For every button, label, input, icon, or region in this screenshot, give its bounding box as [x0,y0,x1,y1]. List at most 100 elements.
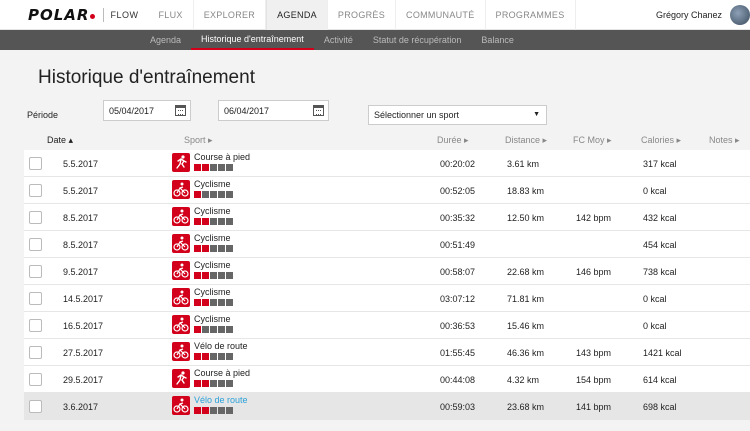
row-sport-link[interactable]: Course à pied [194,368,251,378]
row-sport-link[interactable]: Vélo de route [194,395,248,405]
row-calories: 0 kcal [643,321,667,331]
row-distance: 22.68 km [507,267,545,277]
row-checkbox[interactable] [29,346,42,359]
row-hr: 143 bpm [576,348,612,358]
col-date-header[interactable]: Date ▴ [47,135,74,145]
zone-block [202,245,209,252]
subnav-item-4[interactable]: Balance [481,35,514,45]
flow-brand[interactable]: FLOW [110,9,139,20]
row-calories: 738 kcal [643,267,677,277]
avatar[interactable] [730,5,750,25]
zone-block [218,326,225,333]
row-sport-link[interactable]: Cyclisme [194,179,231,189]
row-calories: 0 kcal [643,294,667,304]
col-notes-header[interactable]: Notes ▸ [709,135,740,145]
heart-rate-zones [194,326,233,333]
heart-rate-zones [194,353,233,360]
row-sport-link[interactable]: Cyclisme [194,260,231,270]
nav-item-flux[interactable]: FLUX [148,0,194,30]
heart-rate-zones [194,299,233,306]
subnav-item-3[interactable]: Statut de récupération [372,35,462,45]
row-sport-link[interactable]: Vélo de route [194,341,248,351]
training-table: 5.5.2017 Course à pied 00:20:02 3.61 km 317 … [24,150,750,420]
row-duration: 00:52:05 [440,186,476,196]
subnav-item-2[interactable]: Activité [323,35,353,45]
row-checkbox[interactable] [29,319,42,332]
row-sport-link[interactable]: Cyclisme [194,206,231,216]
table-row[interactable]: 5.5.2017 Course à pied 00:20:02 3.61 km 317 … [24,150,750,177]
zone-block [218,218,225,225]
zone-block [218,353,225,360]
nav-item-programmes[interactable]: PROGRAMMES [486,0,576,30]
zone-block [202,407,209,414]
top-nav-bar: POLAR FLOW FLUX EXPLORER AGENDA PROGRÈS COMM… [0,0,750,30]
zone-block [218,164,225,171]
table-row[interactable]: 5.5.2017 Cyclisme 00:52:05 18.83 km 0 kcal [24,177,750,204]
row-sport-link[interactable]: Cyclisme [194,233,231,243]
cycling-icon [172,342,190,361]
table-row[interactable]: 8.5.2017 Cyclisme 00:35:32 12.50 km 142 bpm 4… [24,204,750,231]
row-checkbox[interactable] [29,373,42,386]
row-checkbox[interactable] [29,292,42,305]
table-row[interactable]: 27.5.2017 Vélo de route 01:55:45 46.36 km 14… [24,339,750,366]
row-checkbox[interactable] [29,265,42,278]
row-checkbox[interactable] [29,400,42,413]
subnav-item-1[interactable]: Historique d'entraînement [191,30,314,50]
heart-rate-zones [194,191,233,198]
nav-item-agenda[interactable]: AGENDA [266,0,328,30]
page-title: Historique d'entraînement [38,67,255,88]
calendar-icon[interactable] [313,105,324,116]
table-row[interactable]: 9.5.2017 Cyclisme 00:58:07 22.68 km 146 bpm 7… [24,258,750,285]
nav-item-progrs[interactable]: PROGRÈS [328,0,397,30]
zone-block [202,380,209,387]
zone-block [202,299,209,306]
zone-block [202,218,209,225]
zone-block [210,272,217,279]
zone-block [202,272,209,279]
date-from-field[interactable]: 05/04/2017 [103,100,191,121]
calendar-icon[interactable] [175,105,186,116]
zone-block [226,272,233,279]
polar-logo[interactable]: POLAR [28,6,96,24]
subnav-item-0[interactable]: Agenda [150,35,182,45]
col-distance-header[interactable]: Distance ▸ [505,135,548,145]
zone-block [202,164,209,171]
zone-block [210,164,217,171]
zone-block [218,191,225,198]
nav-item-communaut[interactable]: COMMUNAUTÉ [396,0,486,30]
heart-rate-zones [194,218,233,225]
table-row[interactable]: 8.5.2017 Cyclisme 00:51:49 454 kcal [24,231,750,258]
row-sport-link[interactable]: Cyclisme [194,314,231,324]
zone-block [194,353,201,360]
row-date: 3.6.2017 [63,402,99,412]
col-hr-header[interactable]: FC Moy ▸ [573,135,612,145]
logo-dot [90,13,96,19]
nav-item-explorer[interactable]: EXPLORER [194,0,267,30]
sport-select[interactable]: Sélectionner un sport ▼ [368,105,547,125]
date-to-field[interactable]: 06/04/2017 [218,100,329,121]
row-sport-link[interactable]: Course à pied [194,152,251,162]
zone-block [226,191,233,198]
cycling-icon [172,261,190,280]
row-checkbox[interactable] [29,211,42,224]
row-checkbox[interactable] [29,157,42,170]
row-calories: 614 kcal [643,375,677,385]
col-calories-header[interactable]: Calories ▸ [641,135,682,145]
col-sport-header[interactable]: Sport ▸ [184,135,213,145]
row-date: 5.5.2017 [63,186,99,196]
zone-block [210,191,217,198]
table-row[interactable]: 16.5.2017 Cyclisme 00:36:53 15.46 km 0 kcal [24,312,750,339]
zone-block [194,407,201,414]
cycling-icon [172,180,190,199]
table-row[interactable]: 29.5.2017 Course à pied 00:44:08 4.32 km 154… [24,366,750,393]
row-distance: 15.46 km [507,321,545,331]
zone-block [218,245,225,252]
row-checkbox[interactable] [29,184,42,197]
table-row[interactable]: 3.6.2017 Vélo de route 00:59:03 23.68 km 141… [24,393,750,420]
user-menu[interactable]: Grégory Chanez [656,0,722,30]
row-sport-link[interactable]: Cyclisme [194,287,231,297]
user-name[interactable]: Grégory Chanez [655,10,722,20]
col-duration-header[interactable]: Durée ▸ [437,135,469,145]
table-row[interactable]: 14.5.2017 Cyclisme 03:07:12 71.81 km 0 kcal [24,285,750,312]
row-checkbox[interactable] [29,238,42,251]
